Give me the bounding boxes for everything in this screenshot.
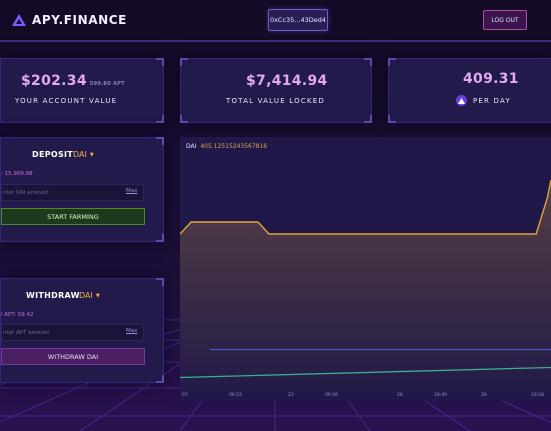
withdraw-token-select[interactable]: DAI ▼ — [79, 291, 100, 300]
daily-rate-value: 409.31 — [463, 71, 519, 87]
legend-series-value: 405.12515243567816 — [200, 143, 268, 150]
series-area-dai — [180, 180, 551, 390]
withdraw-title: WITHDRAW — [26, 291, 80, 300]
withdraw-button[interactable]: WITHDRAW DAI — [1, 348, 145, 365]
withdraw-token-label: DAI — [79, 291, 93, 300]
deposit-max-link[interactable]: Max — [126, 188, 138, 194]
deposit-title: DEPOSIT — [32, 150, 74, 159]
tvl-card: $7,414.94 TOTAL VALUE LOCKED — [180, 58, 372, 123]
deposit-balance: : 15,969.98 — [1, 171, 33, 177]
withdraw-max-link[interactable]: Max — [126, 328, 138, 334]
x-tick-label: 09:56 — [325, 393, 338, 398]
logo-text: APY.FINANCE — [32, 13, 127, 27]
daily-rate-card: 409.31 PER DAY — [388, 58, 551, 123]
deposit-panel: DEPOSIT DAI ▼ : 15,969.98 nter DAI amoun… — [0, 137, 164, 242]
chevron-down-icon: ▼ — [95, 292, 100, 299]
deposit-token-select[interactable]: DAI ▼ — [73, 150, 94, 159]
wallet-address-button[interactable]: 0xCc35...43Ded4 — [268, 9, 328, 31]
account-apt-value: 599.80 APT — [89, 81, 125, 87]
withdraw-amount-input[interactable]: nter APT amount — [1, 324, 144, 341]
logo[interactable]: APY.FINANCE — [12, 10, 127, 30]
withdraw-amount-placeholder: nter APT amount — [3, 329, 50, 336]
legend-series-name: DAI — [186, 143, 197, 150]
series-line-dai — [180, 179, 551, 235]
deposit-amount-input[interactable]: nter DAI amount — [1, 184, 144, 201]
chevron-down-icon: ▼ — [89, 151, 94, 158]
x-tick-label: 29 — [481, 393, 487, 398]
account-value: $202.34 599.80 APT — [21, 73, 125, 89]
x-tick-label: 19:28 — [531, 393, 544, 398]
tvl-label: TOTAL VALUE LOCKED — [226, 97, 325, 105]
logout-button[interactable]: LOG OUT — [483, 10, 527, 30]
x-tick-label: 23 — [288, 393, 294, 398]
withdraw-panel: WITHDRAW DAI ▼ l APT: 59.42 nter APT amo… — [0, 278, 164, 383]
deposit-amount-placeholder: nter DAI amount — [3, 189, 49, 196]
chart-legend: DAI 405.12515243567816 — [186, 143, 267, 150]
top-navigation-bar: APY.FINANCE 0xCc35...43Ded4 LOG OUT — [0, 0, 551, 42]
apy-logo-icon — [12, 14, 26, 26]
apy-line-chart — [180, 179, 551, 390]
x-tick-label: 19:49 — [434, 393, 447, 398]
tvl-value: $7,414.94 — [246, 73, 328, 89]
x-tick-label: 06:52 — [229, 393, 242, 398]
x-tick-label: 07 — [182, 393, 188, 398]
account-value-label: YOUR ACCOUNT VALUE — [15, 97, 118, 105]
account-value-card: $202.34 599.80 APT YOUR ACCOUNT VALUE — [0, 58, 164, 123]
withdraw-balance: l APT: 59.42 — [1, 312, 34, 318]
apt-token-icon — [456, 95, 467, 106]
x-tick-label: 26 — [397, 393, 403, 398]
deposit-token-label: DAI — [73, 150, 87, 159]
daily-rate-label: PER DAY — [473, 97, 511, 105]
start-farming-button[interactable]: START FARMING — [1, 208, 145, 225]
series-line-3 — [180, 366, 551, 379]
